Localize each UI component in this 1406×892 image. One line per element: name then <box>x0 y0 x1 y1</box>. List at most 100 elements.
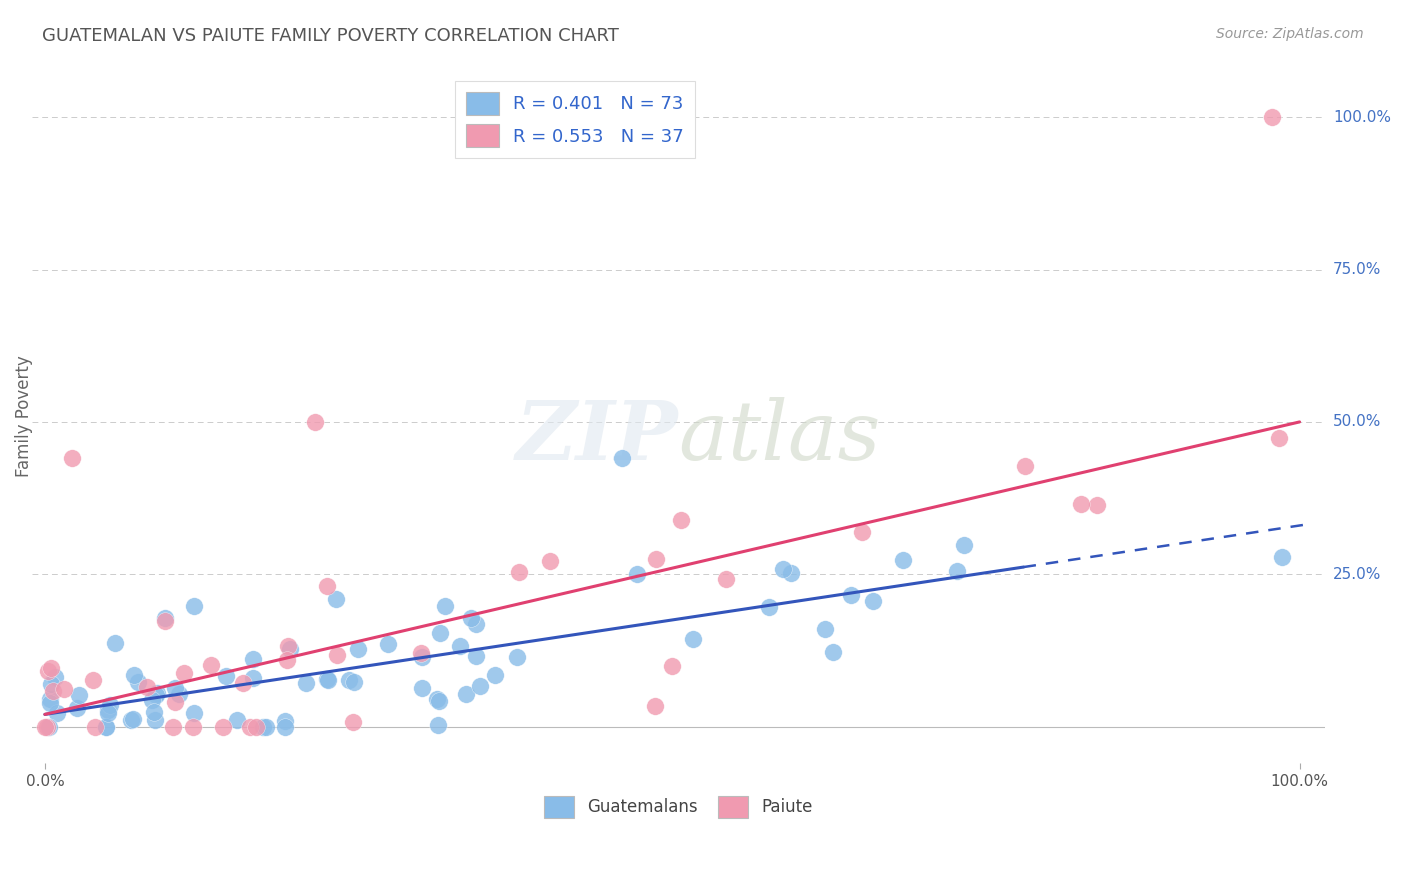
Point <box>772 561 794 575</box>
Point <box>39 661 62 675</box>
Legend: Guatemalans, Paiute: Guatemalans, Paiute <box>537 789 820 824</box>
Point <box>465 616 488 631</box>
Point <box>682 632 704 646</box>
Text: 25.0%: 25.0% <box>1333 566 1381 582</box>
Point <box>427 718 450 732</box>
Point <box>66 701 89 715</box>
Point <box>1268 431 1291 445</box>
Point <box>143 705 166 719</box>
Point <box>626 567 648 582</box>
Point <box>145 686 167 700</box>
Point <box>464 648 486 663</box>
Point <box>1070 497 1092 511</box>
Point <box>242 651 264 665</box>
Point <box>252 720 274 734</box>
Point <box>173 666 195 681</box>
Point <box>714 572 737 586</box>
Point <box>433 599 456 613</box>
Point <box>645 552 668 566</box>
Point <box>82 673 104 687</box>
Point <box>212 720 235 734</box>
Point <box>127 675 149 690</box>
Point <box>121 713 143 727</box>
Point <box>661 659 683 673</box>
Point <box>231 676 253 690</box>
Point <box>505 650 527 665</box>
Point <box>44 670 66 684</box>
Point <box>325 591 347 606</box>
Point <box>427 693 450 707</box>
Point <box>167 687 190 701</box>
Point <box>429 625 451 640</box>
Point <box>484 668 506 682</box>
Point <box>122 712 145 726</box>
Point <box>779 566 801 580</box>
Y-axis label: Family Poverty: Family Poverty <box>15 355 32 476</box>
Point <box>254 720 277 734</box>
Point <box>347 641 370 656</box>
Point <box>45 706 67 720</box>
Text: GUATEMALAN VS PAIUTE FAMILY POVERTY CORRELATION CHART: GUATEMALAN VS PAIUTE FAMILY POVERTY CORR… <box>42 27 619 45</box>
Point <box>468 679 491 693</box>
Point <box>946 564 969 578</box>
Point <box>343 674 366 689</box>
Point <box>274 720 297 734</box>
Text: atlas: atlas <box>679 397 882 476</box>
Point <box>814 622 837 636</box>
Point <box>540 554 562 568</box>
Text: Source: ZipAtlas.com: Source: ZipAtlas.com <box>1216 27 1364 41</box>
Point <box>103 636 125 650</box>
Point <box>839 588 862 602</box>
Point <box>181 720 204 734</box>
Point <box>669 513 692 527</box>
Point <box>409 646 432 660</box>
Point <box>183 706 205 720</box>
Point <box>280 642 302 657</box>
Point <box>38 720 60 734</box>
Point <box>952 539 974 553</box>
Point <box>226 713 249 727</box>
Point <box>239 720 262 734</box>
Point <box>145 713 167 727</box>
Text: ZIP: ZIP <box>516 397 679 476</box>
Point <box>411 650 433 665</box>
Point <box>304 415 326 429</box>
Point <box>155 611 177 625</box>
Point <box>294 676 316 690</box>
Point <box>67 688 90 702</box>
Point <box>862 594 884 608</box>
Point <box>37 664 59 678</box>
Text: 50.0%: 50.0% <box>1333 415 1381 429</box>
Point <box>454 687 477 701</box>
Point <box>316 672 339 686</box>
Point <box>163 695 186 709</box>
Point <box>242 671 264 685</box>
Point <box>460 611 482 625</box>
Point <box>851 524 873 539</box>
Point <box>1014 459 1036 474</box>
Point <box>411 681 433 696</box>
Point <box>644 699 666 714</box>
Point <box>62 451 84 466</box>
Point <box>823 645 845 659</box>
Text: 100.0%: 100.0% <box>1333 110 1391 125</box>
Point <box>97 703 120 717</box>
Point <box>610 451 633 466</box>
Point <box>145 688 167 702</box>
Point <box>891 553 914 567</box>
Point <box>426 692 449 706</box>
Point <box>245 720 267 734</box>
Point <box>98 698 121 712</box>
Point <box>135 680 157 694</box>
Point <box>141 692 163 706</box>
Point <box>1085 499 1108 513</box>
Point <box>377 638 399 652</box>
Point <box>758 600 780 615</box>
Point <box>508 566 530 580</box>
Point <box>94 720 117 734</box>
Point <box>97 706 120 721</box>
Point <box>183 599 205 613</box>
Point <box>318 673 340 688</box>
Point <box>96 720 118 734</box>
Point <box>200 658 222 673</box>
